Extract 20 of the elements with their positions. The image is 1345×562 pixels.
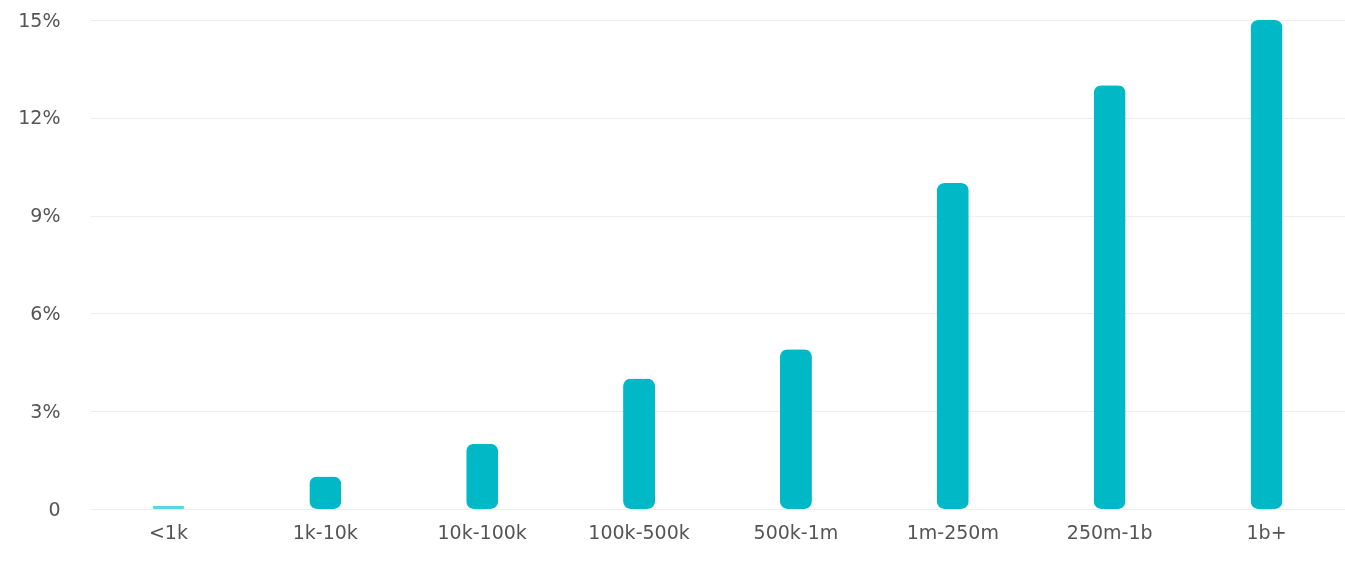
x-tick-label: 10k-100k <box>437 520 527 543</box>
bar <box>1093 85 1126 509</box>
bar <box>623 378 656 509</box>
x-tick-label: <1k <box>148 520 188 543</box>
y-tick-label: 3% <box>30 399 61 422</box>
x-tick-label: 1k-10k <box>292 520 358 543</box>
x-tick-label: 500k-1m <box>753 520 839 543</box>
x-tick-label: 1m-250m <box>906 520 999 543</box>
x-tick-label: 100k-500k <box>588 520 690 543</box>
bar <box>779 349 812 509</box>
bar <box>466 443 499 509</box>
y-tick-label: 0 <box>48 497 61 520</box>
bar <box>1250 20 1283 509</box>
bar <box>936 183 969 509</box>
x-tick-label: 1b+ <box>1246 520 1287 543</box>
x-tick-label: 250m-1b <box>1066 520 1153 543</box>
y-tick-label: 6% <box>30 301 61 324</box>
y-tick-label: 12% <box>18 106 61 129</box>
y-tick-label: 9% <box>30 204 61 227</box>
y-tick-label: 15% <box>18 8 61 31</box>
